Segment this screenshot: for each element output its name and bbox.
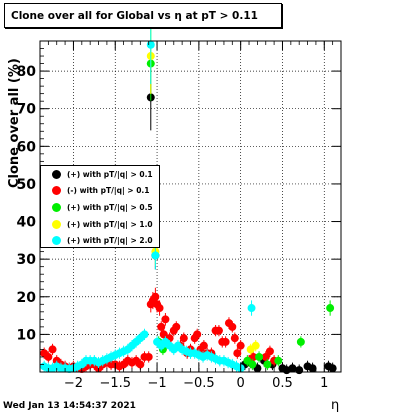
legend-label: (-) with pT/|q| > 0.1 (67, 186, 150, 196)
data-point (221, 337, 230, 346)
data-point (44, 352, 53, 361)
data-point (230, 334, 239, 343)
y-tick-label: 40 (17, 215, 37, 231)
data-point (308, 364, 317, 373)
legend-entry: (+) with pT/|q| > 0.1 (41, 166, 159, 183)
legend-entry: (+) with pT/|q| > 0.5 (41, 199, 159, 216)
data-point (214, 326, 223, 335)
legend-label: (+) with pT/|q| > 2.0 (67, 236, 153, 246)
legend-marker (52, 169, 61, 179)
x-tick-label: −0.5 (183, 376, 215, 391)
x-tick-label: −1.5 (99, 376, 131, 391)
data-point (161, 315, 170, 324)
legend-marker (52, 219, 61, 229)
data-point (146, 40, 155, 49)
legend-label: (+) with pT/|q| > 0.5 (67, 202, 153, 212)
data-point (296, 337, 305, 346)
y-axis-label: Clone over all (%) (7, 58, 22, 188)
x-tick-label: 0 (237, 376, 245, 391)
data-point (193, 330, 202, 339)
x-tick-label: −2 (64, 376, 83, 391)
data-point (274, 356, 283, 365)
y-tick-label: 50 (17, 177, 37, 193)
legend-label: (+) with pT/|q| > 0.1 (67, 169, 153, 179)
y-tick-label: 70 (17, 102, 37, 118)
legend-marker (52, 186, 61, 196)
data-point (263, 360, 272, 369)
chart-title: Clone over all for Global vs η at pT > 0… (4, 3, 282, 28)
x-axis-label: η (331, 398, 340, 413)
data-point (151, 292, 160, 301)
data-point (251, 341, 260, 350)
data-point (151, 251, 160, 260)
data-point (248, 360, 257, 369)
legend-marker (52, 236, 61, 246)
data-point (236, 341, 245, 350)
data-point (233, 349, 242, 358)
data-point (249, 352, 258, 361)
timestamp: Wed Jan 13 14:54:37 2021 (3, 401, 136, 411)
data-point (144, 352, 153, 361)
data-point (179, 334, 188, 343)
legend-entry: (-) with pT/|q| > 0.1 (41, 183, 159, 200)
y-tick-label: 60 (17, 139, 37, 155)
data-point (155, 304, 164, 313)
data-point (157, 322, 166, 331)
y-tick-label: 30 (17, 252, 37, 268)
y-tick-label: 10 (17, 327, 37, 343)
data-point (247, 304, 256, 313)
y-tick-label: 80 (17, 64, 37, 80)
data-point (48, 345, 57, 354)
data-point (265, 347, 274, 356)
legend-marker (52, 202, 61, 212)
data-point (255, 352, 264, 361)
data-point (172, 322, 181, 331)
legend-entry: (+) with pT/|q| > 1.0 (41, 216, 159, 233)
tick-labels: −2 −1.5 −1 −0.5 0 0.5 1 10 20 30 40 50 60 70 80 (17, 64, 329, 391)
data-point (228, 322, 237, 331)
y-tick-label: 20 (17, 290, 37, 306)
data-point (140, 330, 149, 339)
data-point (136, 360, 145, 369)
legend-label: (+) with pT/|q| > 1.0 (67, 219, 153, 229)
data-point (326, 304, 335, 313)
x-tick-label: 0.5 (272, 376, 293, 391)
x-tick-label: 1 (320, 376, 328, 391)
legend: (+) with pT/|q| > 0.1 (-) with pT/|q| > … (40, 165, 160, 248)
data-point (199, 341, 208, 350)
legend-entry: (+) with pT/|q| > 2.0 (41, 232, 159, 249)
x-tick-label: −1 (147, 376, 166, 391)
